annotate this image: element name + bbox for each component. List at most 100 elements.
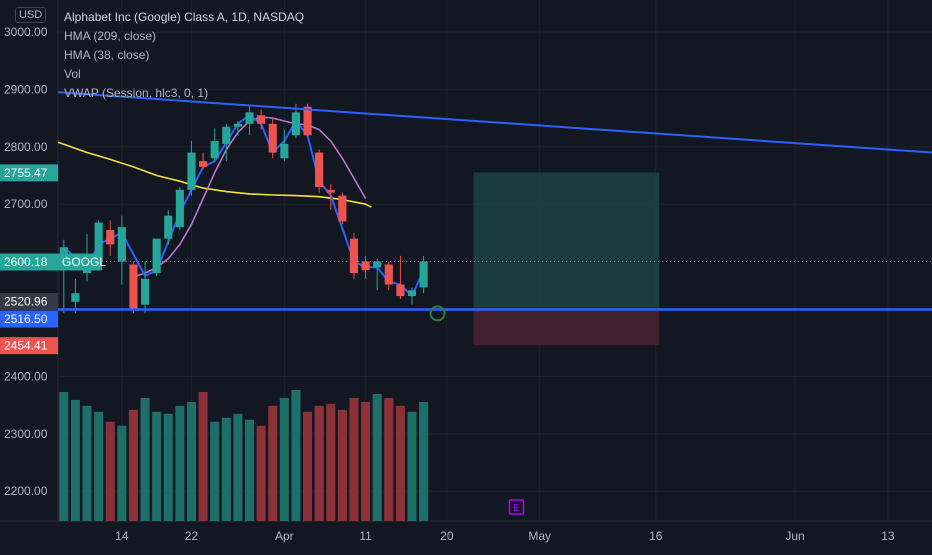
volume-bar (372, 393, 382, 521)
candle-body (233, 123, 242, 127)
volume-bar (314, 405, 324, 521)
volume-bar (419, 401, 429, 521)
volume-bar (210, 421, 220, 521)
price-tag (0, 292, 58, 310)
volume-bar (59, 391, 69, 521)
candle-body (164, 215, 173, 239)
candle-body (199, 161, 208, 167)
candle-body (349, 238, 359, 274)
x-tick-label: 20 (440, 529, 454, 543)
volume-bar (175, 405, 185, 521)
x-tick-label: 13 (881, 529, 895, 543)
volume-bar (326, 403, 336, 521)
y-tick-label: 2200.00 (4, 484, 48, 498)
symbol-title[interactable]: Alphabet Inc (Google) Class A, 1D, NASDA… (64, 10, 305, 24)
volume-bar (337, 409, 347, 521)
volume-bar (303, 411, 313, 521)
trendline (57, 91, 932, 154)
y-axis-panel (0, 0, 58, 550)
volume-bar (221, 417, 231, 521)
candle-body (140, 278, 150, 305)
candle-body (373, 261, 382, 268)
volume-bar (140, 397, 150, 521)
price-tag-label: 2600.18 (4, 255, 48, 269)
volume-bar (163, 413, 173, 521)
candle-body (210, 141, 219, 159)
indicator-hma209[interactable]: HMA (209, close) (64, 29, 157, 43)
x-tick-label: 16 (649, 529, 663, 543)
x-tick-label: 14 (115, 529, 129, 543)
y-axis: 3000.002900.002800.002700.002600.002400.… (0, 25, 106, 498)
candle-body (315, 152, 324, 187)
y-tick-label: 2400.00 (4, 369, 48, 383)
candle-body (291, 112, 301, 136)
indicator-vol[interactable]: Vol (64, 67, 81, 81)
target-zone (473, 172, 660, 307)
x-tick-label: 22 (185, 529, 199, 543)
candle-body (326, 189, 335, 193)
volume-bar (279, 397, 289, 521)
x-tick-label: 11 (359, 529, 372, 543)
candle-body (94, 222, 103, 262)
candle-body (384, 264, 393, 285)
volume-bar (349, 397, 359, 521)
x-tick-label: Jun (785, 529, 804, 543)
earnings-marker-label: E (513, 503, 520, 514)
candle-body (117, 227, 126, 262)
price-tag-label: 2516.50 (4, 312, 48, 326)
candle-body (407, 290, 417, 297)
volume-bar (361, 401, 371, 521)
price-tag (0, 310, 58, 328)
earnings-marker (508, 499, 525, 515)
volume-bar (244, 419, 255, 521)
symbol-tag (58, 253, 102, 271)
volume-bar (117, 425, 127, 521)
candle-body (338, 195, 347, 222)
price-tag (0, 253, 58, 271)
symbol-tag-label: GOOGL (62, 255, 106, 269)
candle-body (257, 115, 266, 124)
y-tick-label: 2700.00 (4, 197, 48, 211)
y-tick-label: 3000.00 (4, 25, 48, 39)
volume-bar (384, 397, 394, 521)
overlays: E (57, 91, 932, 515)
candle-body (222, 126, 231, 144)
price-tag-label: 2520.96 (4, 294, 48, 308)
y-tick-label: 2900.00 (4, 82, 48, 96)
x-tick-label: Apr (275, 529, 294, 543)
volume-bar (105, 421, 115, 521)
candle-body (245, 112, 254, 124)
candle-body (129, 264, 138, 311)
volume-bar (233, 413, 243, 521)
candle-body (187, 152, 196, 190)
volume-bar (70, 399, 80, 521)
volume-bar (291, 390, 301, 521)
candle-body (303, 106, 312, 136)
volume-bar (268, 405, 278, 521)
y-tick-label: 2300.00 (4, 427, 48, 441)
position-zones (473, 172, 660, 346)
x-tick-label: May (528, 529, 551, 543)
candle-body (419, 261, 428, 288)
candle-body (396, 284, 405, 297)
indicator-vwap[interactable]: VWAP (Session, hlc3, 0, 1) (64, 86, 209, 100)
candlesticks (59, 103, 428, 314)
x-axis: 14 22 Apr 11 20 May 16 Jun 13 (115, 529, 895, 543)
candle-body (106, 230, 115, 245)
volume-bar (94, 411, 104, 521)
currency-button[interactable]: USD (15, 7, 47, 23)
price-tag-label: 2454.41 (4, 339, 48, 353)
candle-body (280, 143, 289, 159)
volume-bar (256, 425, 266, 521)
price-tag (0, 164, 58, 182)
price-tag (0, 337, 58, 355)
candle-body (71, 293, 80, 302)
signal-circle (429, 305, 446, 322)
price-tag-label: 2755.47 (4, 166, 48, 180)
hma209-line (57, 141, 372, 208)
volume-bar (186, 401, 197, 521)
volume-bar (198, 391, 208, 521)
indicator-hma38[interactable]: HMA (38, close) (64, 48, 150, 62)
